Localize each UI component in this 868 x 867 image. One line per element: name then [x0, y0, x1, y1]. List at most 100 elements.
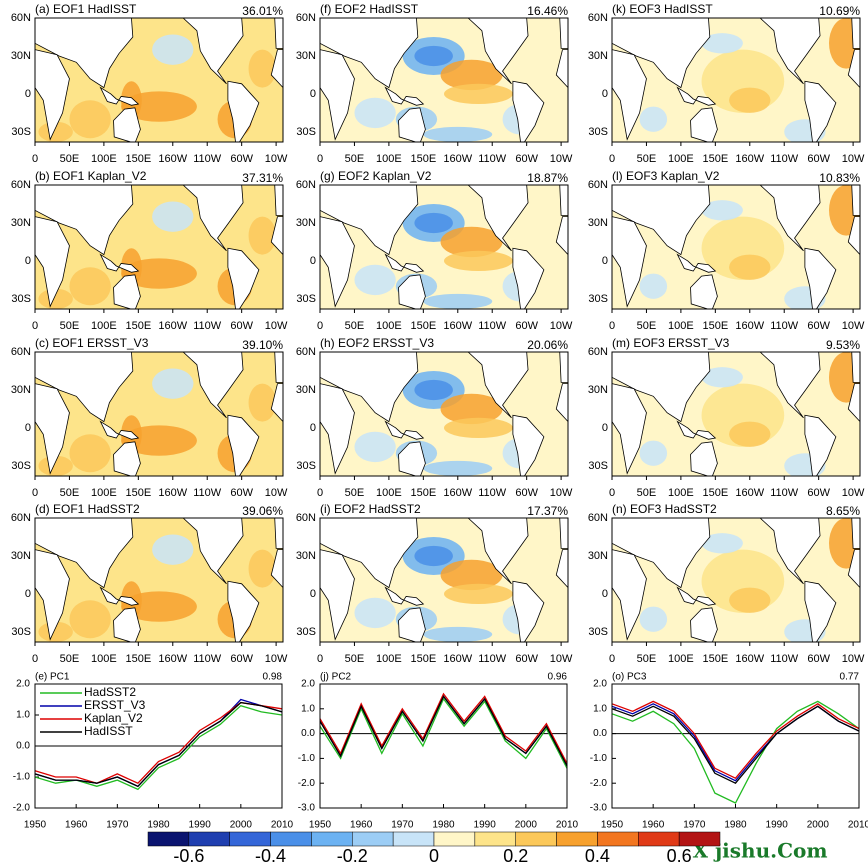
y-tick-label: -2.0 — [13, 803, 31, 814]
field-anomaly — [423, 126, 493, 142]
pc-line — [319, 692, 568, 764]
map-x-tick-label: 150E — [410, 320, 436, 332]
map-y-tick-label: 0 — [25, 88, 31, 100]
land — [165, 518, 243, 584]
map — [612, 352, 860, 476]
map-y-tick-label: 30S — [588, 460, 608, 472]
map — [320, 185, 568, 309]
land — [35, 352, 133, 422]
map-percent: 36.01% — [242, 4, 283, 18]
map-x-tick-label: 50E — [60, 153, 80, 165]
map-y-tick-label: 0 — [310, 255, 316, 267]
map-x-tick-label: 110W — [193, 153, 222, 165]
land — [513, 415, 544, 476]
colorbar-box — [556, 831, 598, 847]
land — [114, 608, 141, 642]
land — [399, 108, 426, 142]
map-x-tick-label: 100E — [668, 653, 694, 665]
map-x-tick-label: 50E — [345, 653, 365, 665]
land — [612, 18, 710, 88]
land — [560, 518, 568, 548]
land — [848, 550, 860, 588]
map — [35, 185, 283, 309]
map-title: (d) EOF1 HadSST2 — [35, 502, 140, 516]
map-x-tick-label: 160W — [158, 320, 187, 332]
land — [275, 352, 283, 382]
map-x-tick-label: 100E — [668, 153, 694, 165]
x-tick-label: 2010 — [848, 820, 868, 831]
map-frame — [319, 351, 569, 477]
map — [612, 18, 860, 142]
field-anomaly — [440, 559, 503, 591]
map-x-tick-label: 110W — [193, 653, 222, 665]
map-y-tick-label: 30N — [11, 50, 31, 62]
field-anomaly — [248, 383, 277, 422]
map — [612, 518, 860, 642]
map-x-tick-label: 150E — [410, 487, 436, 499]
land — [852, 518, 860, 548]
colorbar-box — [678, 831, 721, 847]
land — [228, 81, 259, 142]
map-y-tick-label: 30S — [11, 293, 31, 305]
map-x-tick-label: 0 — [609, 320, 615, 332]
map-y-tick-label: 30N — [588, 50, 608, 62]
map-x-tick-label: 60W — [807, 487, 830, 499]
land — [165, 352, 243, 418]
land — [556, 217, 568, 255]
map-frame — [319, 17, 569, 143]
map-x-tick-label: 50E — [637, 653, 657, 665]
land — [848, 50, 860, 88]
field-anomaly — [152, 368, 194, 399]
y-tick-label: 0.0 — [301, 728, 315, 739]
colorbar-label: -0.4 — [255, 846, 286, 866]
land — [320, 217, 354, 307]
field-anomaly — [440, 59, 503, 91]
map-x-tick-label: 0 — [32, 153, 38, 165]
land — [612, 518, 710, 588]
map-x-tick-label: 50E — [345, 153, 365, 165]
map-y-tick-label: 60N — [296, 346, 316, 358]
y-tick-label: 1.0 — [301, 703, 315, 714]
pc-line — [319, 695, 568, 767]
map-x-tick-label: 150E — [702, 653, 728, 665]
map-x-tick-label: 160W — [735, 487, 764, 499]
land — [114, 442, 141, 476]
land — [805, 415, 836, 476]
land — [385, 88, 423, 106]
map-x-tick-label: 100E — [668, 320, 694, 332]
map-x-tick-label: 10W — [842, 653, 865, 665]
map-percent: 8.65% — [826, 504, 860, 518]
map-y-tick-label: 60N — [11, 179, 31, 191]
field-anomaly — [423, 626, 493, 642]
land — [271, 50, 283, 88]
map-percent: 20.06% — [527, 338, 568, 352]
correlation: 0.98 — [263, 672, 283, 683]
land — [320, 18, 418, 88]
map-x-tick-label: 160W — [158, 653, 187, 665]
colorbar-box — [433, 831, 476, 847]
map-x-tick-label: 100E — [376, 653, 402, 665]
pc-line — [319, 697, 568, 769]
field-anomaly — [69, 600, 111, 639]
x-tick-label: 2010 — [271, 820, 294, 831]
field-anomaly — [729, 254, 771, 280]
map-y-tick-label: 60N — [588, 179, 608, 191]
map-x-tick-label: 50E — [60, 487, 80, 499]
map-x-tick-label: 100E — [376, 320, 402, 332]
map-y-tick-label: 60N — [296, 12, 316, 24]
colorbar-box — [352, 831, 394, 847]
land — [556, 50, 568, 88]
colorbar-label: -0.6 — [173, 846, 204, 866]
map-percent: 16.46% — [527, 4, 568, 18]
land — [399, 608, 426, 642]
field-anomaly — [38, 288, 73, 309]
map-x-tick-label: 150E — [702, 153, 728, 165]
map-x-tick-label: 60W — [230, 153, 253, 165]
map-x-tick-label: 10W — [842, 153, 865, 165]
map-x-tick-label: 160W — [735, 653, 764, 665]
pc-line — [34, 698, 283, 788]
field-anomaly — [248, 549, 277, 588]
map-x-tick-label: 110W — [770, 320, 799, 332]
map — [35, 518, 283, 642]
land — [677, 588, 715, 606]
